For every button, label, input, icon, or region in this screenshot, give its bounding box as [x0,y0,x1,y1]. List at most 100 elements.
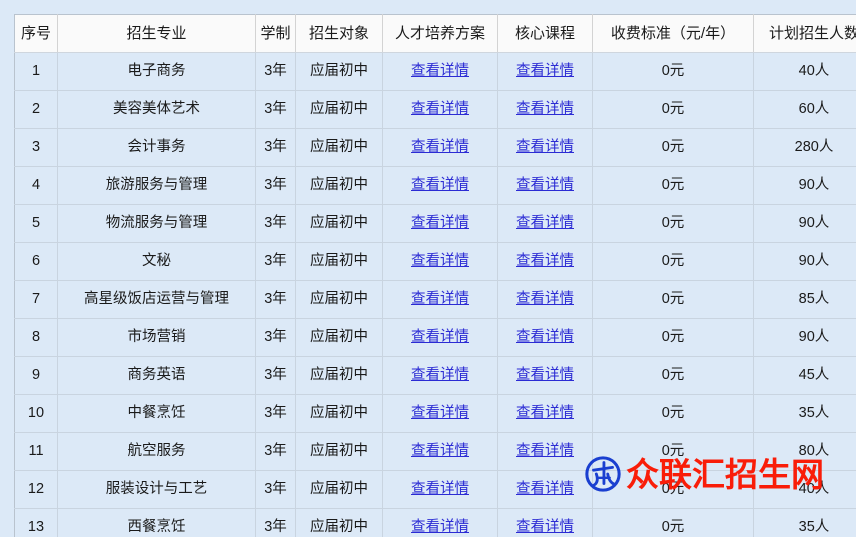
course-detail-link[interactable]: 查看详情 [516,518,574,535]
major-table-container: 序号 招生专业 学制 招生对象 人才培养方案 核心课程 收费标准（元/年） 计划… [14,14,856,537]
cell-fee: 0元 [592,508,754,537]
cell-index: 6 [14,242,58,281]
cell-course: 查看详情 [497,90,593,129]
table-header-row: 序号 招生专业 学制 招生对象 人才培养方案 核心课程 收费标准（元/年） 计划… [14,14,856,53]
plan-detail-link[interactable]: 查看详情 [411,252,469,269]
cell-target: 应届初中 [295,508,383,537]
course-detail-link[interactable]: 查看详情 [516,62,574,79]
cell-length: 3年 [255,394,296,433]
cell-major: 文秘 [57,242,256,281]
table-row: 5 物流服务与管理 3年 应届初中 查看详情 查看详情 0元 90人 [14,204,856,243]
cell-index: 5 [14,204,58,243]
cell-major: 航空服务 [57,432,256,471]
table-row: 6 文秘 3年 应届初中 查看详情 查看详情 0元 90人 [14,242,856,281]
table-row: 2 美容美体艺术 3年 应届初中 查看详情 查看详情 0元 60人 [14,90,856,129]
cell-course: 查看详情 [497,508,593,537]
course-detail-link[interactable]: 查看详情 [516,366,574,383]
plan-detail-link[interactable]: 查看详情 [411,480,469,497]
cell-plan: 查看详情 [382,508,498,537]
cell-quota: 90人 [753,166,856,205]
course-detail-link[interactable]: 查看详情 [516,290,574,307]
cell-target: 应届初中 [295,470,383,509]
cell-length: 3年 [255,52,296,91]
plan-detail-link[interactable]: 查看详情 [411,62,469,79]
cell-course: 查看详情 [497,128,593,167]
cell-target: 应届初中 [295,432,383,471]
cell-fee: 0元 [592,356,754,395]
cell-course: 查看详情 [497,52,593,91]
column-header-length: 学制 [255,14,296,53]
cell-plan: 查看详情 [382,280,498,319]
cell-fee: 0元 [592,204,754,243]
course-detail-link[interactable]: 查看详情 [516,138,574,155]
plan-detail-link[interactable]: 查看详情 [411,100,469,117]
plan-detail-link[interactable]: 查看详情 [411,328,469,345]
cell-major: 旅游服务与管理 [57,166,256,205]
plan-detail-link[interactable]: 查看详情 [411,214,469,231]
course-detail-link[interactable]: 查看详情 [516,176,574,193]
cell-course: 查看详情 [497,166,593,205]
cell-fee: 0元 [592,280,754,319]
plan-detail-link[interactable]: 查看详情 [411,518,469,535]
cell-length: 3年 [255,432,296,471]
cell-major: 物流服务与管理 [57,204,256,243]
cell-index: 3 [14,128,58,167]
cell-fee: 0元 [592,90,754,129]
cell-fee: 0元 [592,166,754,205]
cell-course: 查看详情 [497,356,593,395]
cell-fee: 0元 [592,128,754,167]
cell-length: 3年 [255,356,296,395]
cell-quota: 35人 [753,394,856,433]
cell-major: 服装设计与工艺 [57,470,256,509]
cell-major: 高星级饭店运营与管理 [57,280,256,319]
plan-detail-link[interactable]: 查看详情 [411,290,469,307]
plan-detail-link[interactable]: 查看详情 [411,138,469,155]
cell-target: 应届初中 [295,394,383,433]
cell-fee: 0元 [592,242,754,281]
cell-quota: 90人 [753,204,856,243]
course-detail-link[interactable]: 查看详情 [516,214,574,231]
cell-target: 应届初中 [295,204,383,243]
cell-plan: 查看详情 [382,394,498,433]
cell-quota: 60人 [753,90,856,129]
course-detail-link[interactable]: 查看详情 [516,404,574,421]
cell-index: 9 [14,356,58,395]
table-row: 10 中餐烹饪 3年 应届初中 查看详情 查看详情 0元 35人 [14,394,856,433]
cell-plan: 查看详情 [382,128,498,167]
cell-quota: 90人 [753,318,856,357]
cell-fee: 0元 [592,394,754,433]
cell-target: 应届初中 [295,90,383,129]
course-detail-link[interactable]: 查看详情 [516,442,574,459]
cell-plan: 查看详情 [382,166,498,205]
plan-detail-link[interactable]: 查看详情 [411,176,469,193]
course-detail-link[interactable]: 查看详情 [516,252,574,269]
cell-course: 查看详情 [497,470,593,509]
column-header-plan: 人才培养方案 [382,14,498,53]
cell-index: 13 [14,508,58,537]
cell-plan: 查看详情 [382,318,498,357]
table-row: 12 服装设计与工艺 3年 应届初中 查看详情 查看详情 0元 40人 [14,470,856,509]
cell-major: 西餐烹饪 [57,508,256,537]
cell-quota: 40人 [753,52,856,91]
cell-course: 查看详情 [497,318,593,357]
cell-target: 应届初中 [295,318,383,357]
cell-fee: 0元 [592,318,754,357]
column-header-course: 核心课程 [497,14,593,53]
course-detail-link[interactable]: 查看详情 [516,100,574,117]
cell-fee: 0元 [592,470,754,509]
course-detail-link[interactable]: 查看详情 [516,480,574,497]
table-row: 4 旅游服务与管理 3年 应届初中 查看详情 查看详情 0元 90人 [14,166,856,205]
table-row: 11 航空服务 3年 应届初中 查看详情 查看详情 0元 80人 [14,432,856,471]
course-detail-link[interactable]: 查看详情 [516,328,574,345]
table-row: 1 电子商务 3年 应届初中 查看详情 查看详情 0元 40人 [14,52,856,91]
column-header-fee: 收费标准（元/年） [592,14,754,53]
plan-detail-link[interactable]: 查看详情 [411,404,469,421]
cell-quota: 35人 [753,508,856,537]
plan-detail-link[interactable]: 查看详情 [411,366,469,383]
plan-detail-link[interactable]: 查看详情 [411,442,469,459]
cell-major: 中餐烹饪 [57,394,256,433]
cell-target: 应届初中 [295,356,383,395]
cell-index: 7 [14,280,58,319]
cell-target: 应届初中 [295,128,383,167]
